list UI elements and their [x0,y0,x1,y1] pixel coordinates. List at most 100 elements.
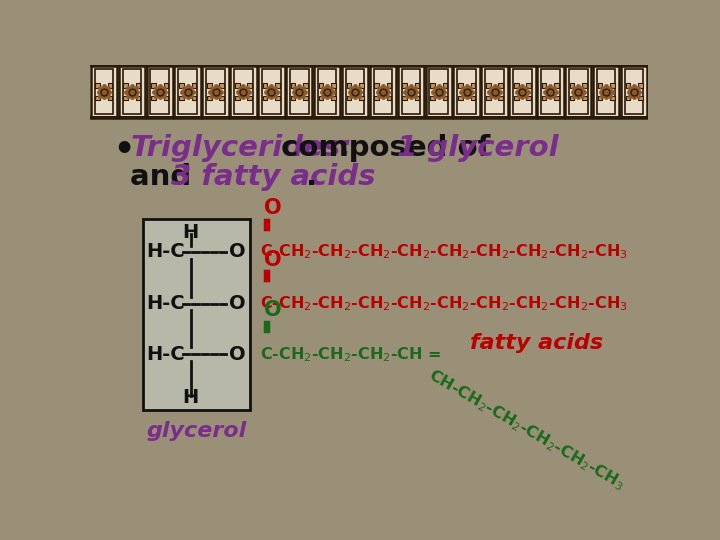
Bar [90,65,648,119]
Bar [457,70,476,114]
Bar [454,65,480,118]
Bar [258,65,284,118]
Bar [286,65,312,118]
Bar [498,83,503,88]
Text: H: H [183,224,199,242]
Bar [108,96,112,100]
Bar [485,70,504,114]
Bar [554,83,559,88]
Bar [108,83,112,88]
Bar [598,96,602,100]
Bar [90,65,648,67]
Text: H-C: H-C [147,345,185,364]
Bar [514,83,518,88]
Bar [123,83,128,88]
Bar [509,65,536,118]
Bar [174,65,201,118]
Bar [318,70,336,114]
Bar [192,83,196,88]
Bar [359,96,364,100]
Bar [151,83,156,88]
Bar [262,70,281,114]
Bar [163,96,168,100]
Bar [290,70,309,114]
Bar [482,65,508,118]
Text: O: O [230,294,246,313]
Bar [415,83,419,88]
Text: O: O [230,345,246,364]
Bar [263,96,267,100]
Bar [96,96,100,100]
Bar [303,83,307,88]
Bar [471,96,475,100]
Bar [342,65,368,118]
Bar [291,96,295,100]
Bar [202,65,229,118]
Bar [471,83,475,88]
Bar [429,70,448,114]
Bar [387,96,392,100]
Bar [626,96,630,100]
Bar [230,65,256,118]
Bar [593,65,619,118]
Bar [458,83,463,88]
Bar [136,96,140,100]
Bar [570,83,575,88]
Bar [415,96,419,100]
Bar [94,70,113,114]
Bar [638,96,642,100]
Bar [443,96,447,100]
Bar [179,83,184,88]
Bar [331,96,336,100]
Bar [582,96,587,100]
Bar [235,96,240,100]
Bar [486,83,490,88]
Bar [526,96,531,100]
Text: H: H [183,388,199,407]
Bar [235,83,240,88]
Bar [151,96,156,100]
Text: O: O [264,198,282,218]
Text: Triglycerides:: Triglycerides: [130,134,352,162]
Bar [143,219,250,410]
Bar [207,83,212,88]
Bar [346,96,351,100]
Bar [542,96,546,100]
Bar [248,96,252,100]
Bar [621,65,647,118]
Text: •: • [113,134,135,167]
Bar [597,70,616,114]
Bar [537,65,564,118]
Bar [486,96,490,100]
Bar [275,96,280,100]
Bar [570,96,575,100]
Text: C-CH$_2$-CH$_2$-CH$_2$-CH =: C-CH$_2$-CH$_2$-CH$_2$-CH = [261,345,442,363]
Bar [387,83,392,88]
Bar [638,83,642,88]
Bar [248,83,252,88]
Text: C-CH$_2$-CH$_2$-CH$_2$-CH$_2$-CH$_2$-CH$_2$-CH$_2$-CH$_2$-CH$_3$: C-CH$_2$-CH$_2$-CH$_2$-CH$_2$-CH$_2$-CH$… [261,242,629,261]
Bar [122,70,141,114]
Bar [303,96,307,100]
Bar [291,83,295,88]
Bar [402,96,407,100]
Bar [150,70,169,114]
Bar [402,83,407,88]
Bar [220,83,224,88]
Bar [582,83,587,88]
Bar [91,65,117,118]
Bar [123,96,128,100]
Bar [443,83,447,88]
Bar [136,83,140,88]
Bar [90,117,648,119]
Bar [610,83,615,88]
Bar [179,70,197,114]
Bar [431,83,435,88]
Text: C-CH$_2$-CH$_2$-CH$_2$-CH$_2$-CH$_2$-CH$_2$-CH$_2$-CH$_2$-CH$_3$: C-CH$_2$-CH$_2$-CH$_2$-CH$_2$-CH$_2$-CH$… [261,294,629,313]
Text: composed of: composed of [271,134,500,162]
Bar [498,96,503,100]
Bar [565,65,591,118]
Bar [514,96,518,100]
Bar [314,65,341,118]
Bar [458,96,463,100]
